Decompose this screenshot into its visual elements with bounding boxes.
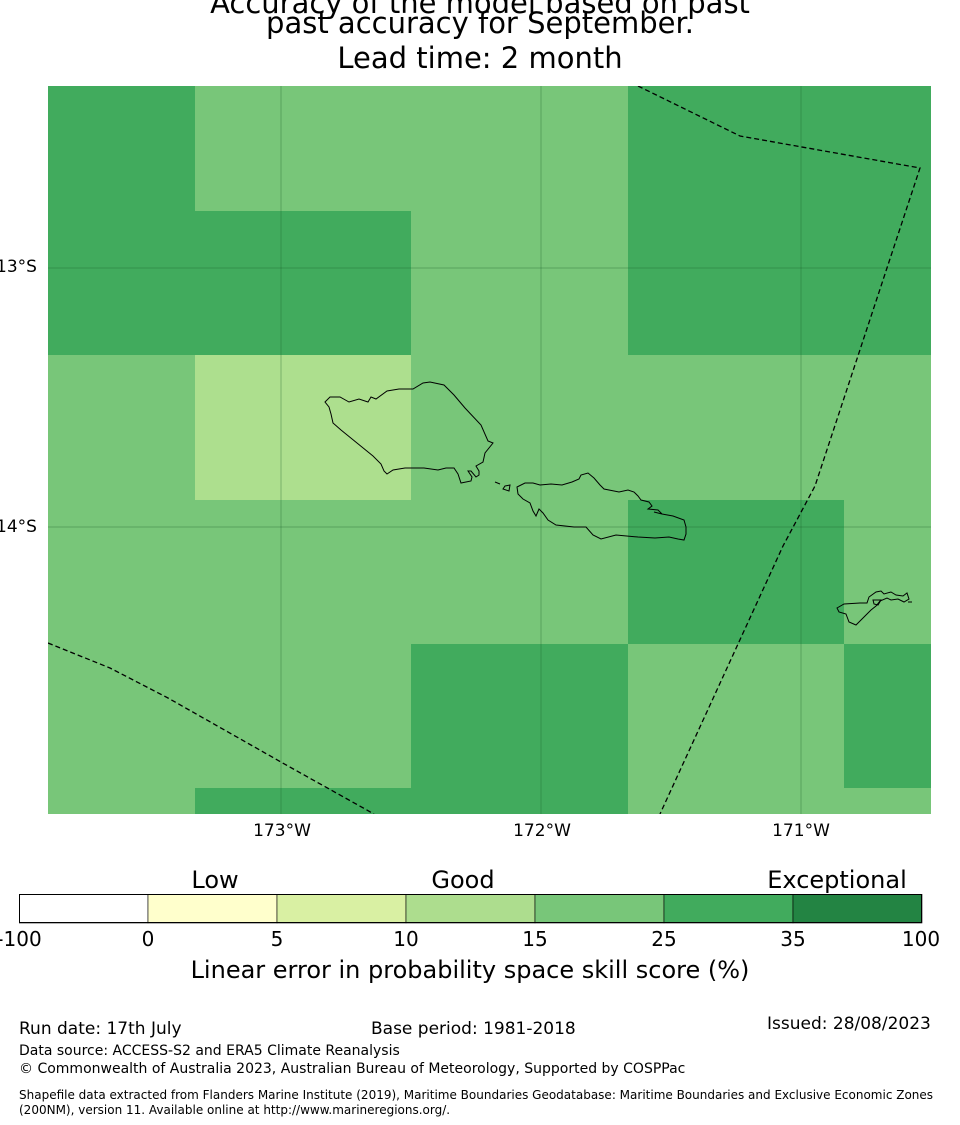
- colorbar-swatch: [792, 894, 923, 924]
- run-date: Run date: 17th July: [19, 1019, 182, 1039]
- eez-boundaries: [48, 86, 921, 814]
- legend-tick: 0: [141, 927, 155, 951]
- legend-tick: 15: [522, 927, 548, 951]
- legend-tick: 10: [393, 927, 419, 951]
- data-source: Data source: ACCESS-S2 and ERA5 Climate …: [19, 1043, 400, 1059]
- colorbar-swatch: [534, 894, 665, 924]
- colorbar-swatch: [276, 894, 407, 924]
- lat-label-14s: 14°S: [0, 517, 37, 537]
- savaii-island: [324, 381, 494, 484]
- title-line-1: Accuracy of the model based on past: [210, 0, 750, 20]
- legend-category-low: Low: [191, 866, 239, 894]
- grid-cell: [48, 211, 411, 355]
- grid-cell: [844, 644, 931, 788]
- skill-grid-cells: [48, 86, 931, 814]
- legend-tick: -100: [0, 927, 42, 951]
- legend-tick: 25: [651, 927, 677, 951]
- grid-cell: [195, 788, 411, 814]
- shapefile-credit-2: (200NM), version 11. Available online at…: [19, 1103, 451, 1117]
- apolima-island: [494, 481, 501, 485]
- colorbar-outline: [19, 894, 922, 923]
- lon-label-173w: 173°W: [253, 821, 311, 841]
- aunuu-islet: [872, 599, 882, 606]
- legend-category-exceptional: Exceptional: [767, 866, 907, 894]
- colorbar-label: Linear error in probability space skill …: [190, 956, 750, 984]
- upolu-island: [516, 472, 687, 541]
- base-period: Base period: 1981-2018: [371, 1019, 576, 1039]
- colorbar-swatch: [147, 894, 278, 924]
- legend-tick: 5: [270, 927, 284, 951]
- graticule: [48, 86, 931, 814]
- manono-island: [502, 484, 511, 492]
- grid-cell: [628, 500, 844, 644]
- colorbar-swatch: [663, 894, 794, 924]
- grid-cell: [628, 86, 931, 355]
- lon-label-171w: 171°W: [772, 821, 830, 841]
- legend-category-good: Good: [431, 866, 495, 894]
- grid-cell: [411, 644, 628, 814]
- eez-boundary-line: [48, 642, 375, 814]
- coastlines: [324, 381, 912, 626]
- skill-map: [48, 86, 931, 814]
- tutuila-island: [836, 590, 910, 626]
- shapefile-credit-1: Shapefile data extracted from Flanders M…: [19, 1088, 934, 1102]
- copyright: © Commonwealth of Australia 2023, Austra…: [19, 1061, 686, 1077]
- grid-cell: [48, 86, 195, 211]
- eez-boundary-line: [637, 86, 921, 814]
- issued-date: Issued: 28/08/2023: [767, 1014, 931, 1034]
- grid-cell: [195, 355, 411, 500]
- legend-tick: 100: [901, 927, 941, 951]
- title-line-3: Lead time: 2 month: [337, 41, 623, 75]
- title-line-2: past accuracy for September.: [266, 6, 694, 40]
- colorbar-swatch: [405, 894, 536, 924]
- legend-colorbar: [19, 894, 923, 924]
- legend-tick: 35: [780, 927, 806, 951]
- lon-label-172w: 172°W: [513, 821, 571, 841]
- lat-label-13s: 13°S: [0, 257, 37, 277]
- colorbar-swatch: [19, 894, 149, 924]
